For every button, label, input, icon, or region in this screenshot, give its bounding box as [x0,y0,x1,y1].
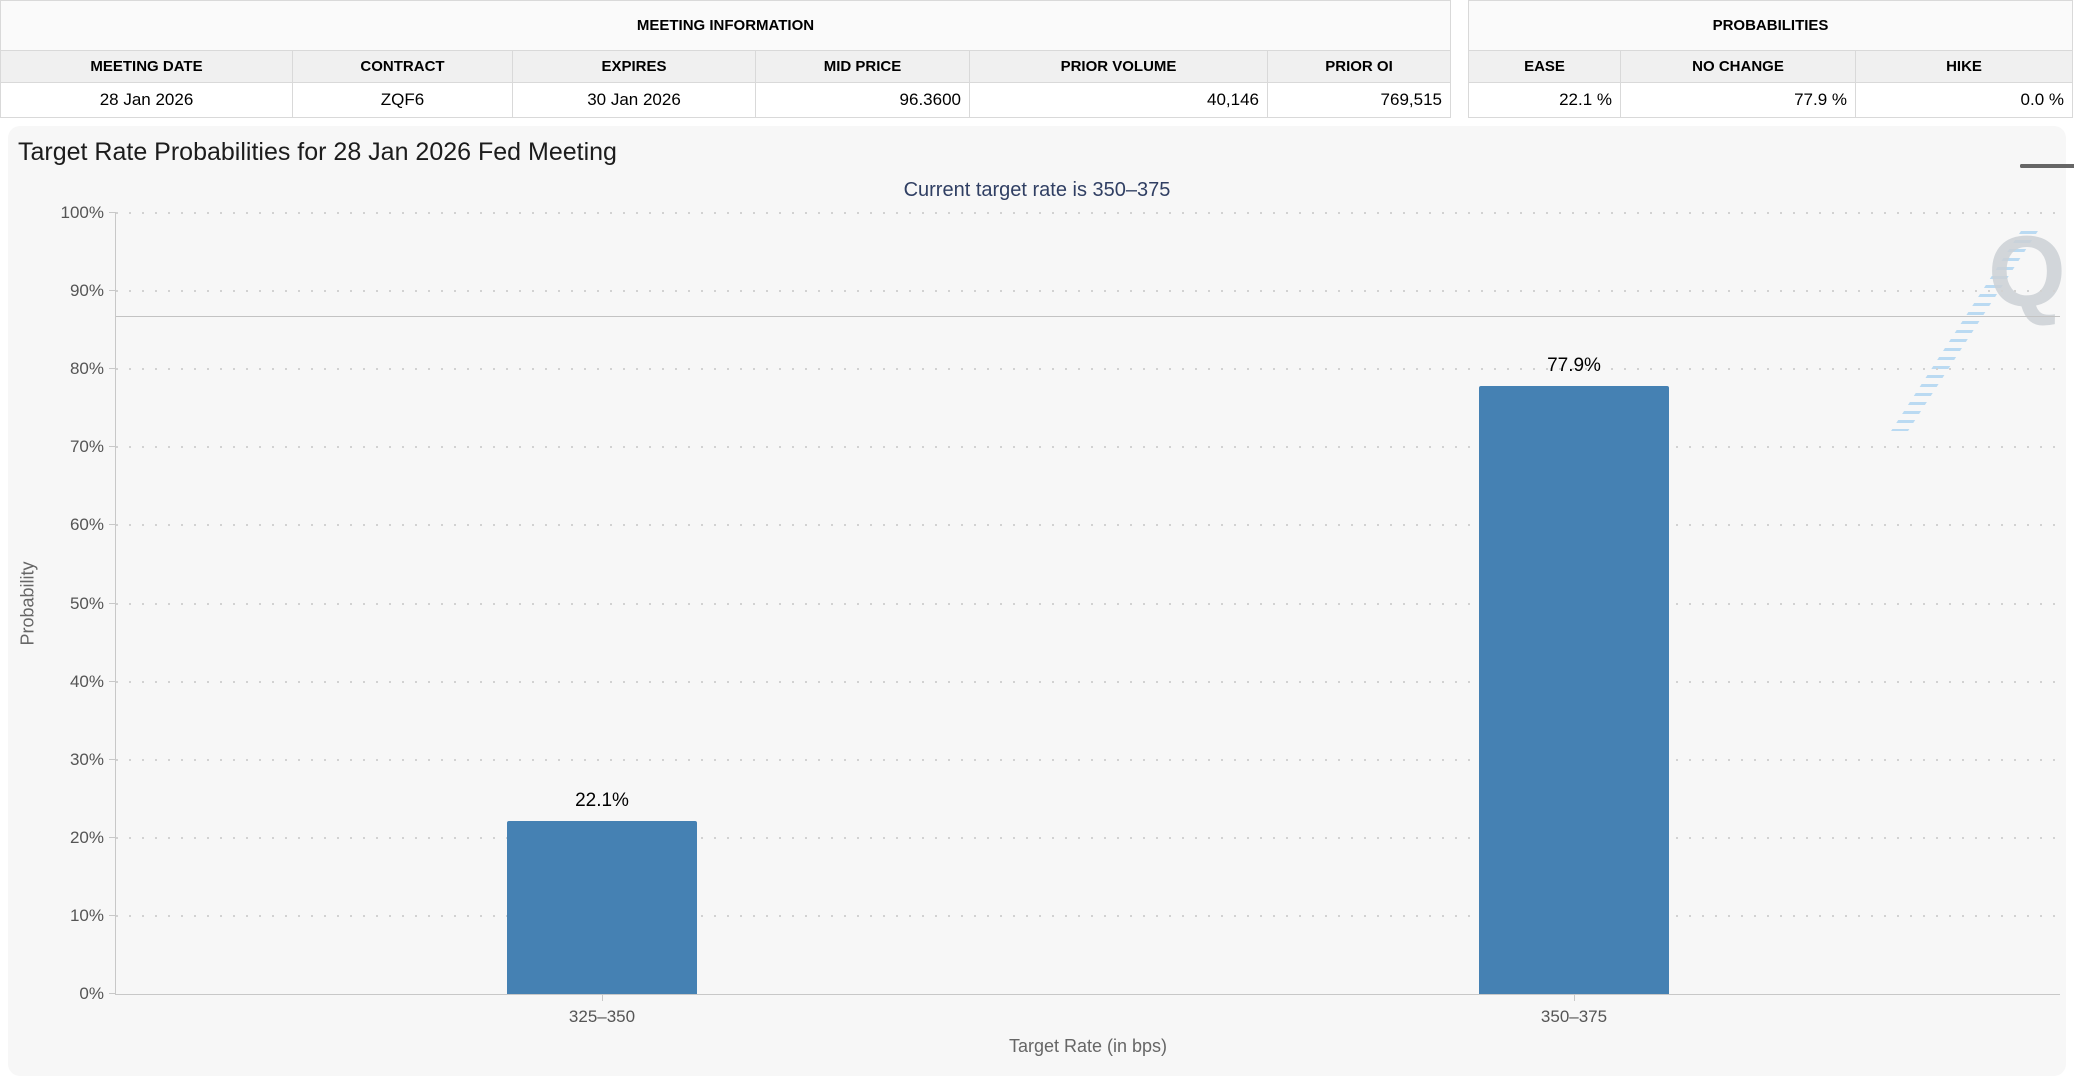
y-axis-tick [109,758,116,760]
y-axis-tick-label: 40% [69,671,104,691]
y-axis-tick-label: 20% [69,827,104,847]
y-axis-tick [109,914,116,916]
chart-title: Target Rate Probabilities for 28 Jan 202… [18,138,617,166]
x-axis-title: Target Rate (in bps) [1008,1036,1168,1056]
y-axis-title: Probability [0,213,58,994]
plot-area: Probability Target Rate (in bps) 0% 10% 20… [18,203,2060,1056]
probability-chart: Target Rate Probabilities for 28 Jan 202… [8,126,2074,1076]
y-axis-tick [109,212,116,213]
y-axis-tick [109,836,116,838]
col-header-prior-volume: PRIOR VOLUME [969,50,1268,83]
gridline [116,836,2060,839]
table-row: 28 Jan 2026 ZQF6 30 Jan 2026 96.3600 40,… [0,82,1451,118]
bar-value-label: 77.9% [1547,354,1601,376]
gridline [116,680,2060,683]
contract-value: ZQF6 [292,82,513,118]
expires-value: 30 Jan 2026 [512,82,756,118]
plot-line [116,315,2060,317]
x-axis-tick [1574,994,1575,1001]
y-axis-tick [109,446,116,448]
hamburger-menu-icon[interactable] [2020,144,2074,168]
x-axis-tick-label: 325–350 [568,1007,636,1026]
gridline [116,602,2060,605]
col-header-no-change: NO CHANGE [1620,50,1856,83]
y-axis-tick [109,524,116,526]
meeting-information-table: MEETING INFORMATION MEETING DATE CONTRAC… [0,0,1451,118]
hamburger-bar [2020,164,2074,168]
col-header-expires: EXPIRES [512,50,756,83]
y-axis-tick-label: 10% [69,905,104,925]
y-axis-tick-label: 70% [69,437,104,457]
gridline [116,446,2060,449]
col-header-mid-price: MID PRICE [755,50,970,83]
x-axis-tick-label: 350–375 [1540,1007,1608,1026]
col-header-hike: HIKE [1854,50,2074,83]
gridline [116,758,2060,761]
meeting-date-value: 28 Jan 2026 [0,82,293,118]
y-axis-tick-label: 50% [69,593,104,613]
gridline [116,914,2060,917]
table-row: PROBABILITIES [1467,0,2074,51]
bar-350–375[interactable] [1479,385,1669,994]
watermark-logo: Q [1988,216,2066,328]
bar-325–350[interactable] [507,821,697,994]
gridline [116,368,2060,371]
y-axis-tick-label: 60% [69,515,104,535]
col-header-meeting-date: MEETING DATE [0,50,293,83]
gridline [116,212,2060,214]
x-axis-tick [602,994,603,1001]
table-row: MEETING INFORMATION [0,0,1451,51]
gridline [116,290,2060,293]
probabilities-title: PROBABILITIES [1467,0,2074,51]
col-header-prior-oi: PRIOR OI [1267,50,1451,83]
bar-value-label: 22.1% [575,790,629,812]
y-axis-tick-label: 0% [79,984,104,1003]
chart-subtitle: Current target rate is 350–375 [903,179,1171,201]
hike-value: 0.0 % [1854,82,2074,118]
y-axis-tick [109,602,116,604]
table-row: MEETING DATE CONTRACT EXPIRES MID PRICE … [0,50,1451,83]
y-axis-tick [109,368,116,370]
meeting-information-title: MEETING INFORMATION [0,0,1451,51]
y-axis-title-text: Probability [17,561,38,646]
y-axis-tick-label: 30% [69,749,104,769]
probabilities-table: PROBABILITIES EASE NO CHANGE HIKE 22.1 %… [1467,0,2074,118]
y-axis-tick [109,680,116,682]
table-row: 22.1 % 77.9 % 0.0 % [1468,82,2074,118]
y-axis-tick [109,993,116,994]
col-header-contract: CONTRACT [292,50,513,83]
no-change-value: 77.9 % [1620,82,1856,118]
gridline [116,524,2060,527]
y-axis-tick [109,290,116,292]
y-axis-tick-label: 90% [69,281,104,301]
prior-oi-value: 769,515 [1267,82,1451,118]
prior-volume-value: 40,146 [969,82,1268,118]
y-axis-tick-label: 80% [69,359,104,379]
y-axis-tick-label: 100% [60,203,104,222]
col-header-ease: EASE [1468,50,1621,83]
mid-price-value: 96.3600 [755,82,970,118]
table-row: EASE NO CHANGE HIKE [1468,50,2074,83]
ease-value: 22.1 % [1468,82,1621,118]
